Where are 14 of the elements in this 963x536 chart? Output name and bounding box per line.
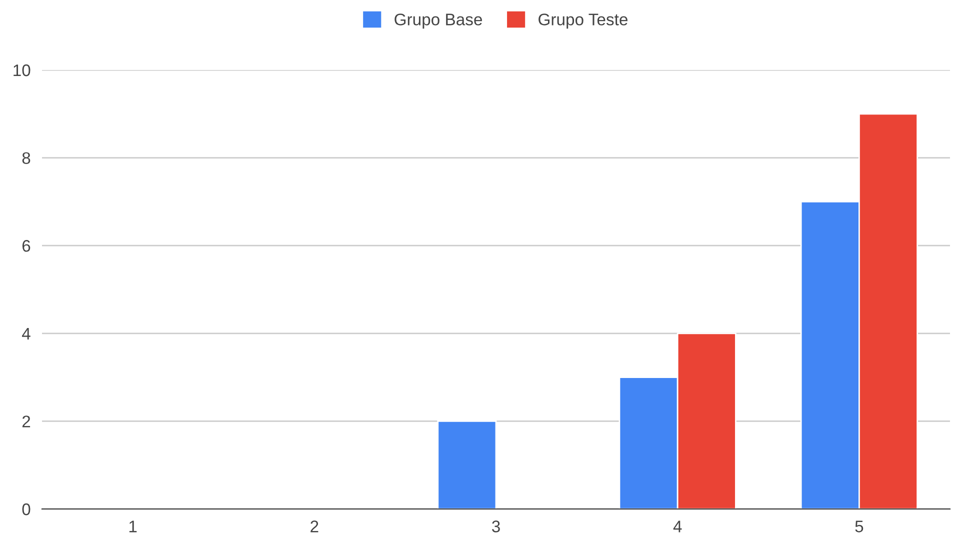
y-tick-label: 4 (22, 328, 30, 340)
bar (437, 420, 497, 509)
x-tick-label: 2 (310, 520, 318, 532)
legend-label: Grupo Base (394, 14, 482, 29)
y-tick-label: 6 (22, 240, 30, 252)
x-tick-label: 4 (673, 520, 682, 532)
legend-label: Grupo Teste (538, 14, 628, 29)
y-tick-label: 2 (22, 416, 30, 428)
x-tick-label: 1 (129, 520, 137, 532)
x-tick-label: 5 (855, 520, 864, 532)
x-tick-label: 3 (492, 520, 500, 532)
y-tick-label: 0 (22, 503, 30, 516)
y-tick-label: 8 (22, 152, 30, 164)
y-tick-label: 10 (14, 64, 30, 76)
